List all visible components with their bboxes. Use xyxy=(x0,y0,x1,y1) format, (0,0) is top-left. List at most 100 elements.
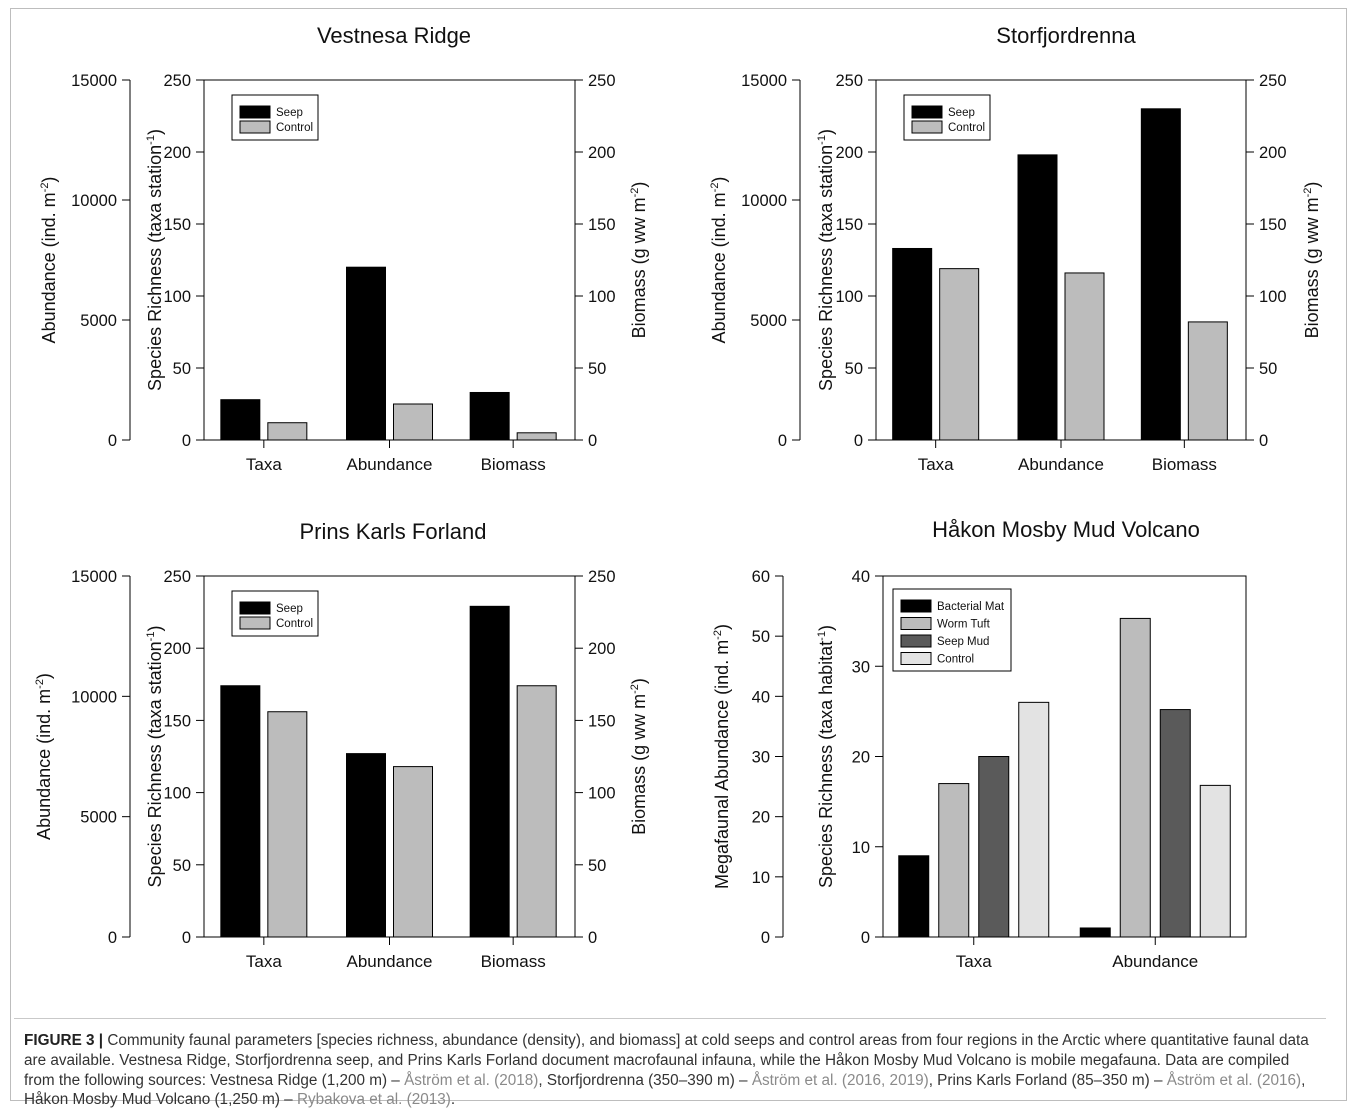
x-tick-label: Abundance xyxy=(346,952,432,971)
figure-panels: Vestnesa Ridge05010015020025005000100001… xyxy=(34,23,1322,971)
legend-swatch xyxy=(900,634,932,648)
y-right-tick-label: 200 xyxy=(1259,144,1287,162)
y-left-tick-label: 0 xyxy=(778,432,787,450)
bar-worm-tuft xyxy=(938,783,970,938)
caption-lead: FIGURE 3 | xyxy=(24,1032,104,1049)
y-mid-tick-label: 50 xyxy=(173,360,191,378)
caption-reference-2[interactable]: Åström et al. (2016, 2019) xyxy=(751,1071,929,1089)
bar-control xyxy=(393,403,433,441)
bar-seep xyxy=(220,685,261,938)
figure-caption: FIGURE 3 | Community faunal parameters [… xyxy=(14,1018,1326,1108)
legend-label: Worm Tuft xyxy=(937,619,991,631)
x-tick-label: Abundance xyxy=(346,455,432,474)
y-mid-tick-label: 250 xyxy=(835,72,863,90)
legend-swatch xyxy=(239,616,271,630)
bar-control xyxy=(516,685,557,938)
y-right-tick-label: 250 xyxy=(588,568,616,586)
legend-swatch xyxy=(911,120,943,134)
bar-bacterial-mat xyxy=(1079,927,1111,938)
y-right-axis-label: Biomass (g ww m-2) xyxy=(629,182,649,339)
y-mid-tick-label: 40 xyxy=(852,568,870,586)
legend-label: Control xyxy=(276,122,313,134)
x-tick-label: Biomass xyxy=(481,455,546,474)
y-left-tick-label: 0 xyxy=(761,929,770,947)
caption-reference-4[interactable]: Rybakova et al. (2013) xyxy=(296,1091,451,1109)
chart-panel-2: Storfjordrenna 0 50 100 150 200 250 0 5000 10000 1… xyxy=(709,23,1322,474)
y-left-tick-label: 10000 xyxy=(71,192,117,210)
chart-legend: Seep Control xyxy=(231,590,319,637)
bar-control xyxy=(1199,784,1231,938)
chart-panel-3: Prins Karls Forland 0 50 100 150 200 250 0 5000 1… xyxy=(34,519,649,971)
y-left-tick-label: 0 xyxy=(108,929,117,947)
y-right-tick-label: 0 xyxy=(1259,432,1268,450)
y-mid-tick-label: 100 xyxy=(835,288,863,306)
y-mid-tick-label: 100 xyxy=(163,785,191,803)
y-mid-tick-label: 200 xyxy=(163,640,191,658)
y-mid-axis-label: Species Richness (taxa station-1) xyxy=(816,129,836,391)
chart-legend: Bacterial Mat Worm Tuft Seep Mud Control xyxy=(892,588,1012,672)
legend-label: Seep xyxy=(948,107,975,119)
chart-legend: Seep Control xyxy=(903,94,991,141)
caption-text-4: , Håkon Mosby Mud Volcano (1,250 m) – xyxy=(24,1071,1306,1109)
y-left-tick-label: 60 xyxy=(752,568,770,586)
y-left-tick-label: 5000 xyxy=(750,312,787,330)
y-right-tick-label: 0 xyxy=(588,929,597,947)
caption-reference-1[interactable]: Åström et al. (2018) xyxy=(404,1071,539,1089)
y-left-tick-label: 40 xyxy=(752,688,770,706)
legend-swatch xyxy=(911,105,943,119)
bar-seep xyxy=(346,753,386,938)
bar-seep xyxy=(1140,108,1181,441)
y-right-axis-label: Biomass (g ww m-2) xyxy=(1302,182,1322,339)
y-mid-tick-label: 0 xyxy=(854,432,863,450)
y-right-tick-label: 150 xyxy=(588,712,616,730)
chart-title: Prins Karls Forland xyxy=(299,519,486,544)
y-left-tick-label: 5000 xyxy=(80,809,117,827)
caption-text-2: , Storfjordrenna (350–390 m) – xyxy=(538,1071,752,1089)
bar-control xyxy=(939,268,980,441)
y-right-tick-label: 100 xyxy=(1259,288,1287,306)
y-right-axis-label: Biomass (g ww m-2) xyxy=(629,678,649,835)
y-right-tick-label: 150 xyxy=(588,216,616,234)
y-left-tick-label: 20 xyxy=(752,809,770,827)
x-tick-label: Taxa xyxy=(956,952,992,971)
y-right-tick-label: 250 xyxy=(588,72,616,90)
chart-panel-1: Vestnesa Ridge 0 50 100 150 200 250 0 5000 10000 1… xyxy=(39,23,649,474)
bar-control xyxy=(1064,272,1105,441)
y-left-tick-label: 50 xyxy=(752,628,770,646)
y-right-tick-label: 100 xyxy=(588,785,616,803)
bar-seep-mud xyxy=(1159,709,1191,938)
y-right-tick-label: 250 xyxy=(1259,72,1287,90)
y-mid-tick-label: 150 xyxy=(835,216,863,234)
y-mid-tick-label: 100 xyxy=(163,288,191,306)
y-left-tick-label: 15000 xyxy=(71,72,117,90)
bar-seep xyxy=(469,605,510,938)
y-mid-axis-label: Species Richness (taxa habitat-1) xyxy=(816,625,836,888)
chart-title: Håkon Mosby Mud Volcano xyxy=(932,517,1200,542)
caption-text-3: , Prins Karls Forland (85–350 m) – xyxy=(928,1071,1167,1089)
legend-label: Seep xyxy=(276,107,303,119)
legend-label: Seep xyxy=(276,603,303,615)
y-left-axis-label: Megafaunal Abundance (ind. m-2) xyxy=(712,624,732,889)
caption-reference-3[interactable]: Åström et al. (2016) xyxy=(1166,1071,1302,1089)
bar-control xyxy=(1018,701,1050,938)
bar-seep xyxy=(469,391,510,441)
y-left-axis-label: Abundance (ind. m-2) xyxy=(39,177,59,344)
y-left-tick-label: 5000 xyxy=(80,312,117,330)
caption-text-5: . xyxy=(450,1091,456,1109)
y-mid-tick-label: 200 xyxy=(163,144,191,162)
y-mid-tick-label: 150 xyxy=(163,216,191,234)
y-mid-tick-label: 50 xyxy=(845,360,863,378)
y-mid-tick-label: 20 xyxy=(852,749,870,767)
bar-control xyxy=(267,422,308,441)
bar-worm-tuft xyxy=(1119,617,1151,938)
legend-swatch xyxy=(239,105,271,119)
bar-seep xyxy=(892,247,933,441)
legend-label: Control xyxy=(948,122,985,134)
legend-swatch xyxy=(900,599,932,613)
bar-control xyxy=(393,766,433,938)
y-right-tick-label: 0 xyxy=(588,432,597,450)
y-right-tick-label: 150 xyxy=(1259,216,1287,234)
y-right-tick-label: 200 xyxy=(588,144,616,162)
y-left-tick-label: 0 xyxy=(108,432,117,450)
y-right-tick-label: 100 xyxy=(588,288,616,306)
